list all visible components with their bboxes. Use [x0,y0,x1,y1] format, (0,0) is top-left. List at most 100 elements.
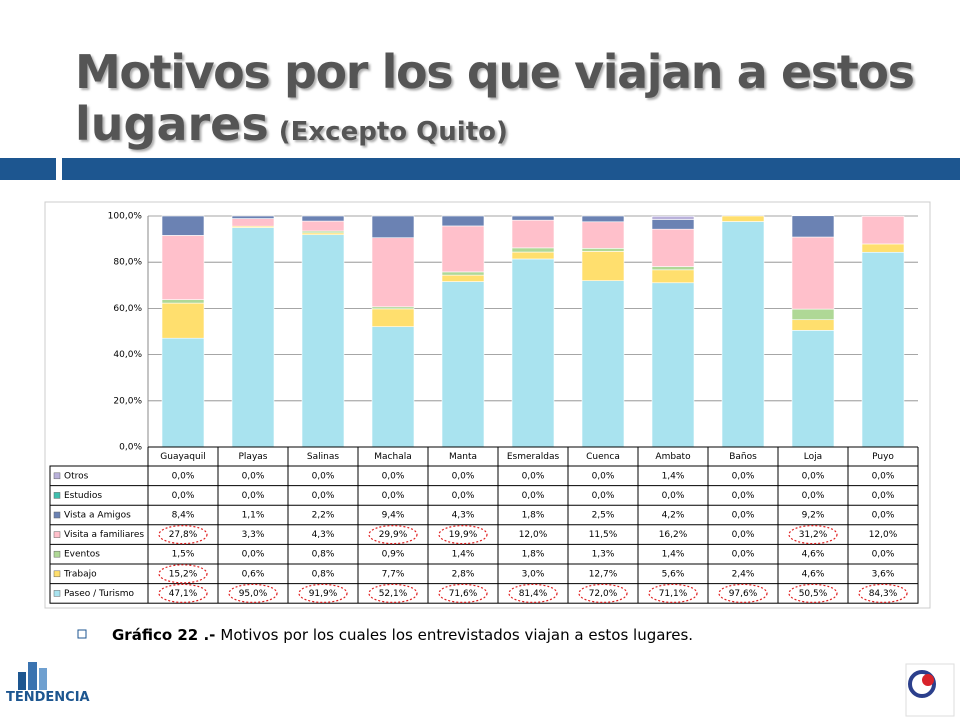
table-value: 0,0% [592,491,615,501]
table-value: 0,0% [872,491,895,501]
table-value: 0,0% [732,550,755,560]
rule-bar [62,158,960,180]
table-value: 2,5% [592,511,615,521]
bar-segment [651,228,695,267]
table-value: 3,6% [872,569,895,579]
y-tick-label: 40,0% [113,350,142,360]
bar-segment [301,234,345,448]
table-value: 15,2% [169,569,198,579]
bar-segment [161,299,205,304]
legend-key [53,511,61,519]
bar-segment [791,319,835,331]
table-value: 81,4% [519,589,548,599]
table-value: 0,0% [802,471,825,481]
table-value: 1,4% [452,550,475,560]
table-value: 95,0% [239,589,268,599]
highlight [578,583,628,604]
table-value: 31,2% [799,530,828,540]
bar-segment [371,237,415,308]
logo-mark [908,670,936,698]
table-value: 91,9% [309,589,338,599]
table-value: 1,3% [592,550,615,560]
legend-key [53,550,61,558]
legend-key [53,590,61,597]
caption: Gráfico 22 .- Motivos por los cuales los … [112,626,693,644]
rule-block [0,158,56,180]
table-value: 1,1% [242,511,265,521]
highlight [648,583,698,604]
table-value: 47,1% [169,589,198,599]
bar-segment [861,243,905,253]
table-value: 7,7% [382,569,405,579]
bar-segment [441,274,485,282]
bar-segment [231,227,275,448]
bar-segment [371,308,415,327]
table-value: 4,3% [452,511,475,521]
highlight [858,583,908,604]
table-value: 0,0% [872,471,895,481]
x-tick-label: Playas [239,452,268,462]
highlight [368,524,418,545]
table-value: 0,8% [312,550,335,560]
highlight [228,583,278,604]
logo-shape [39,668,47,690]
logo-shape [18,672,26,690]
bar-segment [301,220,345,232]
bar-segment [581,280,625,448]
table-value: 2,2% [312,511,335,521]
table-value: 4,6% [802,550,825,560]
table-value: 72,0% [589,589,618,599]
table-value: 0,0% [732,511,755,521]
bar-segment [721,221,765,448]
bar-segment [651,282,695,448]
table-value: 27,8% [169,530,198,540]
bar-segment [161,302,205,339]
highlight [438,583,488,604]
table-value: 9,2% [802,511,825,521]
legend-label: Paseo / Turismo [64,589,135,599]
title: Motivos por los que viajan a estos lugar… [75,45,915,151]
table-value: 0,0% [242,491,265,501]
bar-segment [861,251,905,448]
x-tick-label: Machala [374,452,411,462]
table-value: 16,2% [659,530,688,540]
bar-segment [791,215,835,238]
table-value: 0,0% [382,471,405,481]
table-value: 0,0% [732,471,755,481]
table-value: 1,8% [522,511,545,521]
table-value: 3,3% [242,530,265,540]
table-value: 0,8% [312,569,335,579]
highlight [368,583,418,604]
bar-segment [581,251,625,281]
bar-segment [161,215,205,236]
table-value: 2,8% [452,569,475,579]
table-value: 0,0% [872,550,895,560]
caption-text: Motivos por los cuales los entrevistados… [220,626,693,644]
table-value: 4,2% [662,511,685,521]
y-tick-label: 60,0% [113,304,142,314]
table-value: 0,0% [312,471,335,481]
table-value: 0,0% [522,471,545,481]
logo-mark [922,674,934,686]
title-line: Motivos por los que viajan a estos [75,45,915,99]
x-tick-label: Puyo [872,452,894,462]
bar-segment [511,219,555,249]
table-value: 3,0% [522,569,545,579]
table-value: 97,6% [729,589,758,599]
bar-segment [791,330,835,448]
table-value: 1,4% [662,550,685,560]
y-tick-label: 100,0% [108,212,143,222]
table-value: 0,9% [382,550,405,560]
highlight [438,524,488,545]
logo-shape [28,662,37,690]
bar-segment [511,258,555,448]
table-value: 4,3% [312,530,335,540]
bar-segment [441,271,485,276]
legend-key [53,492,61,499]
bar-segment [581,221,625,249]
table-value: 8,4% [172,511,195,521]
table-value: 0,0% [242,550,265,560]
table-value: 0,0% [382,491,405,501]
table-value: 0,0% [452,491,475,501]
